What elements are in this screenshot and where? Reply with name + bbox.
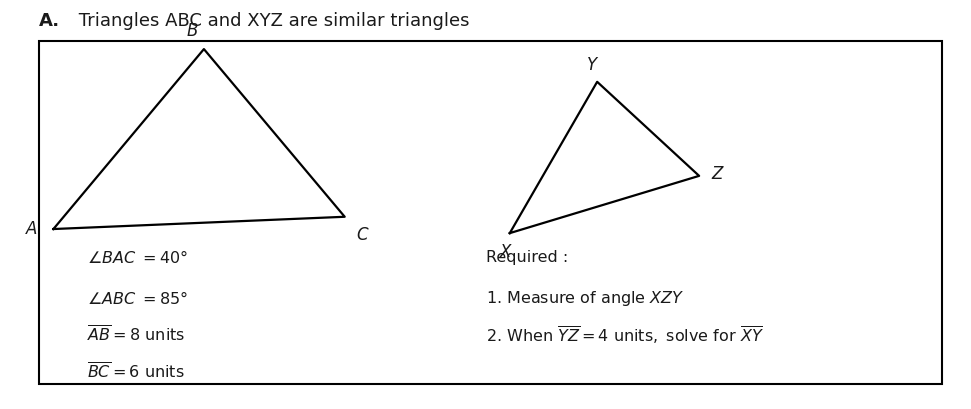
Text: B: B [186,22,198,40]
Text: Z: Z [711,165,722,183]
Bar [39,41,942,384]
Text: Y: Y [587,56,597,74]
Text: A: A [26,220,38,238]
Text: A.: A. [39,12,60,30]
Text: 1. Measure of angle $\mathit{XZY}$: 1. Measure of angle $\mathit{XZY}$ [486,289,684,308]
Text: Triangles ABC and XYZ are similar triangles: Triangles ABC and XYZ are similar triang… [73,12,469,30]
Text: C: C [356,226,368,244]
Text: $\angle$$ABC$ $= 85°$: $\angle$$ABC$ $= 85°$ [87,290,188,307]
Text: $\overline{BC}$$= 6\ \mathrm{units}$: $\overline{BC}$$= 6\ \mathrm{units}$ [87,362,185,382]
Text: 2. When $\overline{YZ}$$= 4\ \mathrm{units,\ solve\ for}\ \overline{XY}$: 2. When $\overline{YZ}$$= 4\ \mathrm{uni… [486,324,763,346]
Text: $\angle$$BAC$ $= 40°$: $\angle$$BAC$ $= 40°$ [87,249,188,266]
Text: X: X [499,243,511,261]
Text: $\overline{AB}$$= 8\ \mathrm{units}$: $\overline{AB}$$= 8\ \mathrm{units}$ [87,325,185,346]
Text: Required :: Required : [486,250,568,265]
